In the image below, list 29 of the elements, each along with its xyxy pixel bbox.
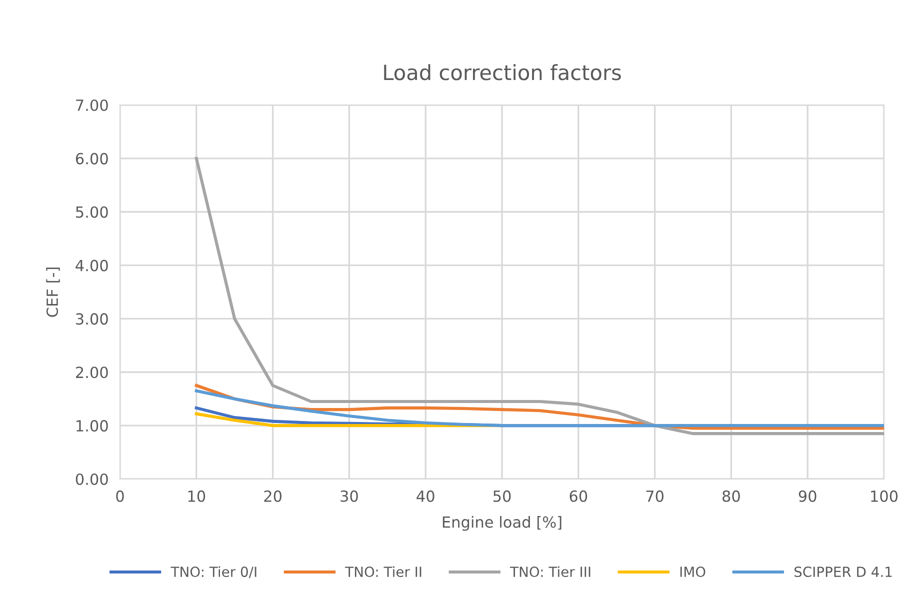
x-tick-label: 70 — [646, 490, 664, 502]
x-tick-label: 80 — [722, 490, 740, 502]
y-tick-label: 2.00 — [76, 366, 108, 378]
y-tick-label: 7.00 — [76, 99, 108, 112]
legend-label: IMO — [680, 566, 706, 578]
legend-label: TNO: Tier III — [510, 566, 590, 578]
x-tick-label: 40 — [416, 490, 434, 502]
x-tick-label: 50 — [493, 490, 511, 502]
legend-label: TNO: Tier 0/I — [170, 566, 256, 578]
x-tick-label: 60 — [570, 490, 588, 502]
line-series — [194, 156, 884, 436]
legend-label: TNO: Tier II — [345, 566, 422, 578]
chart-title: Load correction factors — [384, 64, 621, 80]
y-tick-label: 3.00 — [76, 313, 108, 325]
y-tick-label: 6.00 — [76, 152, 108, 164]
x-tick-label: 10 — [188, 490, 206, 502]
x-tick-label: 90 — [798, 490, 816, 502]
y-tick-label: 5.00 — [76, 206, 108, 218]
x-tick-label: 30 — [340, 490, 358, 502]
x-tick-label: 100 — [871, 490, 898, 502]
x-tick-label: 20 — [264, 490, 282, 502]
legend-label: SCIPPER D 4.1 — [794, 566, 892, 578]
x-axis-title: Engine load [%] — [442, 516, 562, 531]
y-axis-title: CEF [-] — [46, 268, 60, 317]
x-tick-label: 0 — [116, 490, 124, 502]
y-tick-label: 1.00 — [76, 420, 108, 432]
line-series — [194, 389, 884, 428]
y-tick-label: 0.00 — [76, 473, 108, 486]
y-tick-label: 4.00 — [76, 260, 108, 272]
